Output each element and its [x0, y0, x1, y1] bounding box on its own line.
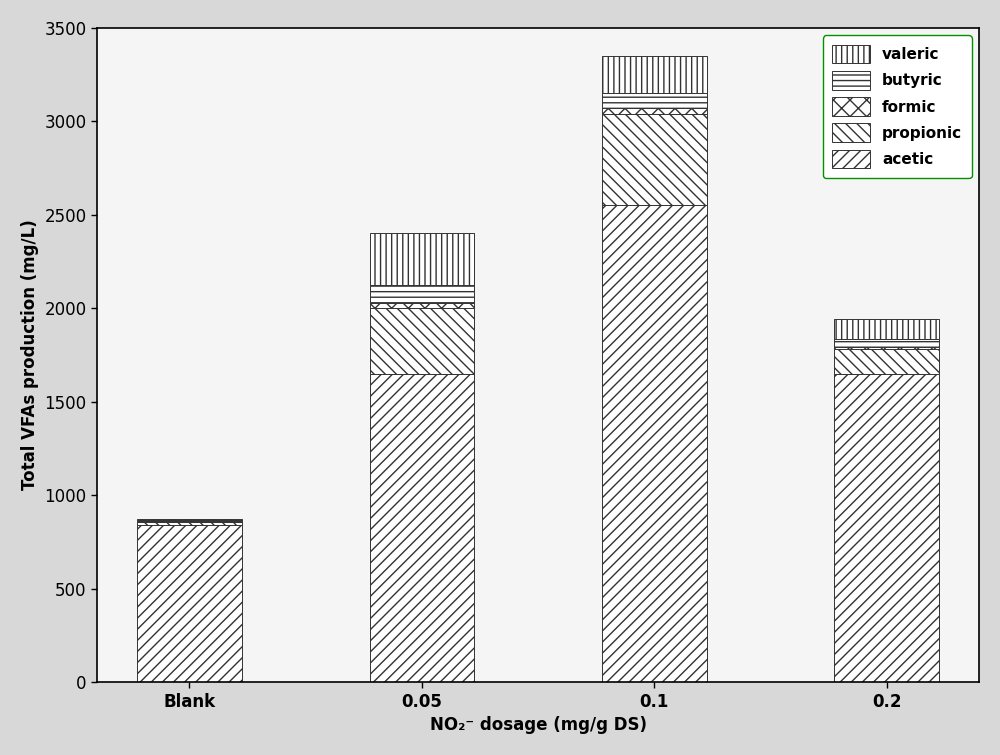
Bar	[834, 339, 939, 347]
Bar	[137, 520, 242, 522]
Bar	[602, 94, 707, 108]
Bar	[370, 303, 474, 308]
Bar	[370, 308, 474, 374]
Bar	[137, 525, 242, 683]
Bar	[834, 319, 939, 339]
Bar	[602, 205, 707, 683]
Bar	[834, 350, 939, 374]
Bar	[137, 519, 242, 520]
Bar	[834, 347, 939, 350]
Bar	[370, 374, 474, 683]
Bar	[370, 233, 474, 285]
Bar	[602, 56, 707, 94]
Legend: valeric, butyric, formic, propionic, acetic: valeric, butyric, formic, propionic, ace…	[823, 35, 972, 177]
Y-axis label: Total VFAs production (mg/L): Total VFAs production (mg/L)	[21, 220, 39, 491]
Bar	[137, 522, 242, 525]
Bar	[834, 374, 939, 683]
Bar	[602, 108, 707, 114]
X-axis label: NO₂⁻ dosage (mg/g DS): NO₂⁻ dosage (mg/g DS)	[430, 716, 647, 734]
Bar	[370, 285, 474, 303]
Bar	[602, 114, 707, 205]
